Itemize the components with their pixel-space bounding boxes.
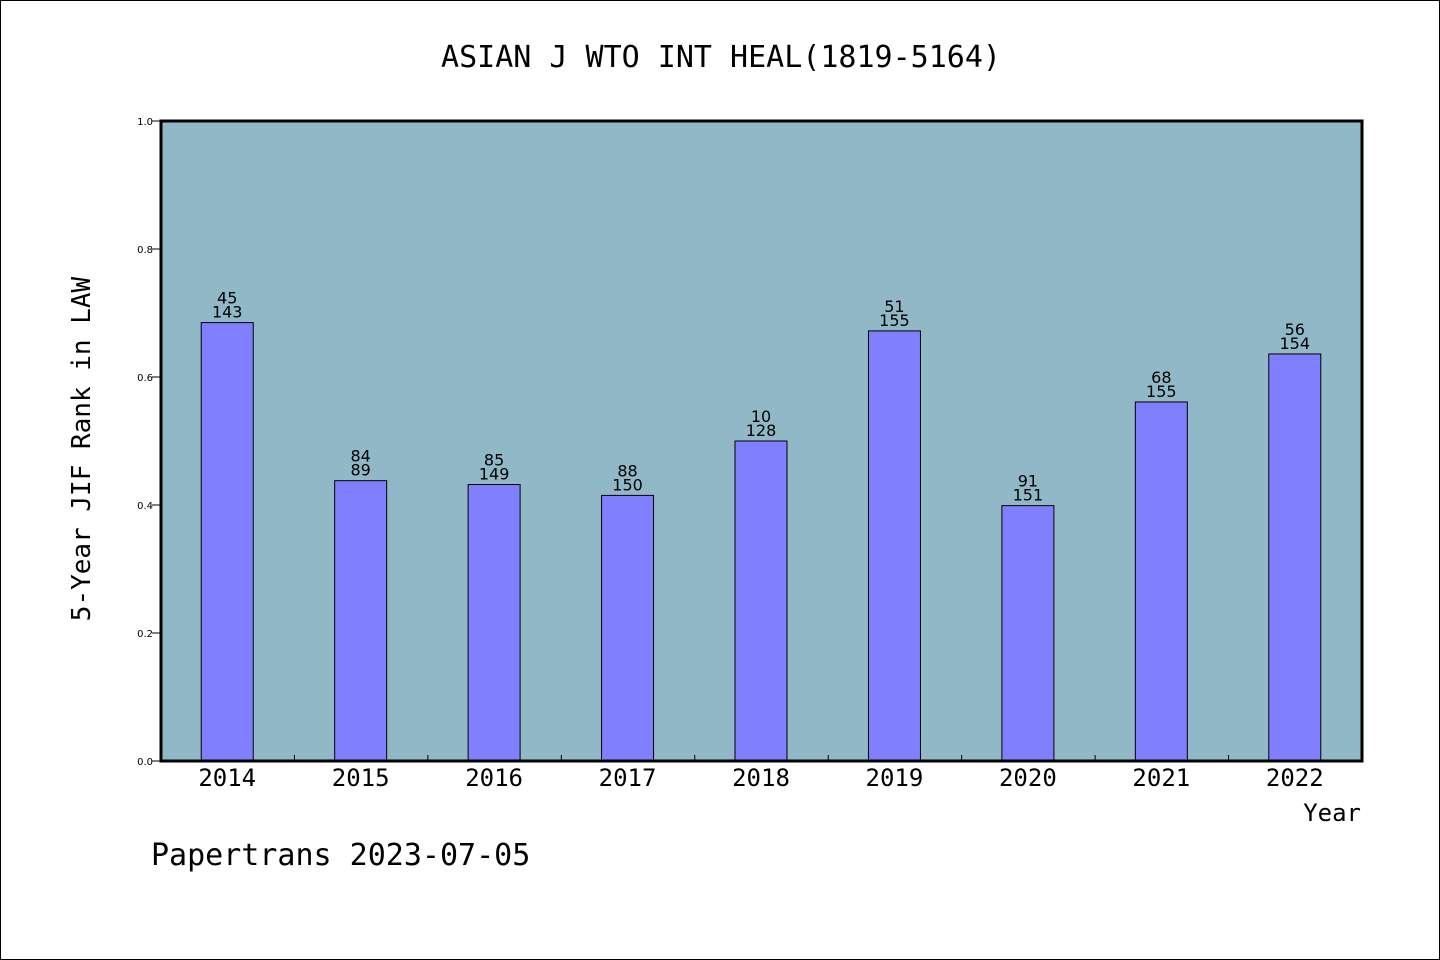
chart-title: ASIAN J WTO INT HEAL(1819-5164) xyxy=(441,40,1001,75)
x-tick-label: 2020 xyxy=(999,764,1057,792)
y-axis: 0.0 0.2 0.4 0.6 0.8 1.0 xyxy=(137,117,161,768)
bar xyxy=(200,322,254,762)
total-label: 155 xyxy=(1146,382,1177,401)
rank-label: 91 xyxy=(1018,472,1038,491)
x-tick-label: 2018 xyxy=(732,764,790,792)
y-axis-label: 5-Year JIF Rank in LAW xyxy=(67,276,97,621)
bar xyxy=(467,484,521,762)
bar xyxy=(1268,353,1322,762)
x-axis-label: Year xyxy=(1303,799,1361,827)
y-tick-label: 0.4 xyxy=(137,501,153,512)
rank-label: 85 xyxy=(484,451,504,470)
x-tick-label: 2022 xyxy=(1266,764,1324,792)
x-tick-label: 2016 xyxy=(465,764,523,792)
footer-stamp: Papertrans 2023-07-05 xyxy=(151,838,530,873)
bar xyxy=(734,440,788,762)
rank-label: 88 xyxy=(617,461,637,480)
x-tick-label: 2021 xyxy=(1132,764,1190,792)
bar xyxy=(601,494,655,762)
total-label: 89 xyxy=(350,461,370,480)
total-label: 149 xyxy=(479,465,510,484)
x-tick-label: 2017 xyxy=(599,764,657,792)
bar xyxy=(867,330,921,762)
y-tick-label: 0.0 xyxy=(137,757,153,768)
y-tick-label: 0.8 xyxy=(137,245,153,256)
y-tick-label: 0.2 xyxy=(137,629,153,640)
rank-label: 68 xyxy=(1151,368,1171,387)
y-tick-label: 1.0 xyxy=(137,117,153,128)
rank-label: 56 xyxy=(1285,320,1305,339)
y-tick-label: 0.6 xyxy=(137,373,153,384)
bar xyxy=(1001,505,1055,762)
rank-label: 10 xyxy=(751,407,771,426)
total-label: 143 xyxy=(212,303,243,322)
total-label: 151 xyxy=(1013,486,1044,505)
bar xyxy=(334,480,388,762)
x-tick-label: 2019 xyxy=(866,764,924,792)
total-label: 150 xyxy=(612,475,643,494)
rank-label: 84 xyxy=(350,447,370,466)
x-tick-label: 2015 xyxy=(332,764,390,792)
rank-label: 45 xyxy=(217,289,237,308)
total-label: 154 xyxy=(1280,334,1311,353)
total-label: 128 xyxy=(746,421,777,440)
total-label: 155 xyxy=(879,311,910,330)
x-tick-label: 2014 xyxy=(198,764,256,792)
rank-label: 51 xyxy=(884,297,904,316)
x-axis: 2014 2015 2016 2017 2018 2019 2020 2021 2022 xyxy=(198,755,1324,792)
plot-border xyxy=(159,119,1364,763)
bar xyxy=(1134,401,1188,762)
